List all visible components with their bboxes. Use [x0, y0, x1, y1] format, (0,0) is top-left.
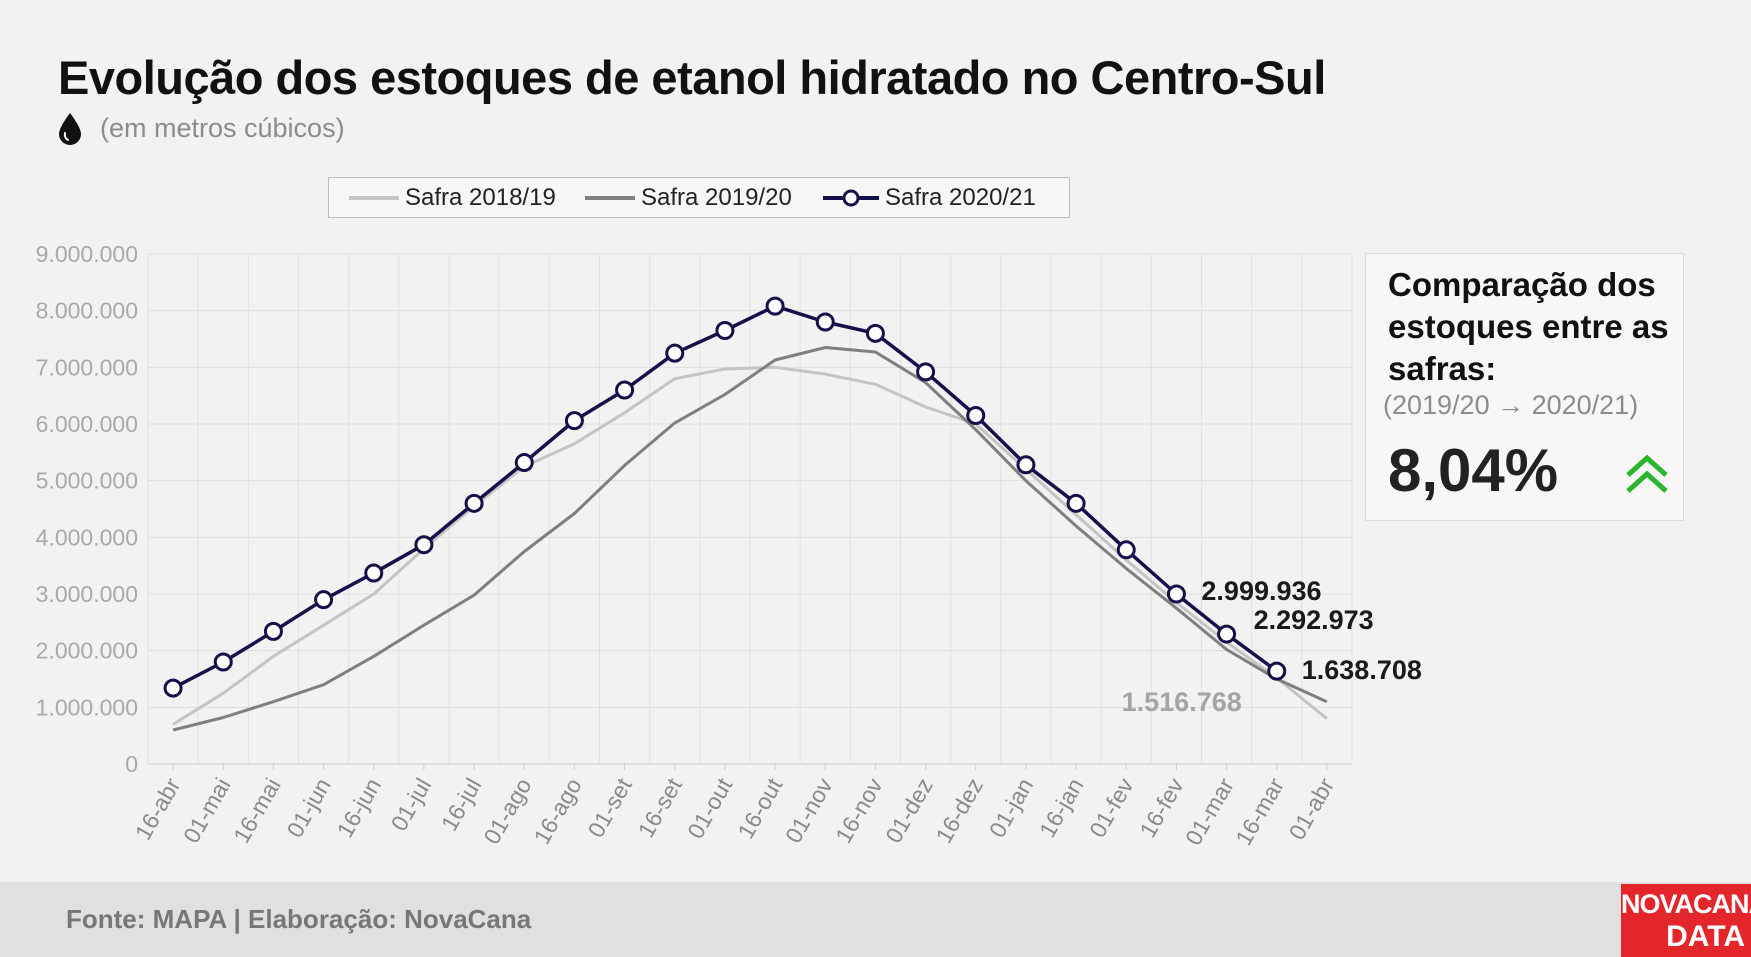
data-point	[1116, 540, 1136, 560]
data-label: 1.516.768	[1122, 687, 1242, 717]
double-chevron-up-icon	[1626, 454, 1668, 493]
x-tick-label: 01-mar	[1180, 773, 1239, 849]
x-tick-label: 01-nov	[780, 773, 838, 847]
data-point	[464, 493, 484, 513]
drop-icon	[59, 113, 81, 145]
data-point	[665, 343, 685, 363]
x-tick-label: 16-jun	[332, 774, 386, 842]
data-point	[966, 406, 986, 425]
legend-label-2020-21: Safra 2020/21	[885, 183, 1036, 211]
legend-label-2018-19: Safra 2018/19	[405, 183, 556, 211]
data-point	[163, 678, 183, 698]
series-line-2	[172, 346, 1328, 732]
comparison-title: Comparação dos estoques entre as safras:	[1388, 266, 1669, 387]
y-tick-label: 6.000.000	[36, 411, 138, 437]
series-line-3	[172, 304, 1278, 690]
chart-subtitle: (em metros cúbicos)	[100, 113, 345, 143]
y-tick-label: 2.000.000	[36, 638, 138, 664]
x-tick-label: 16-nov	[830, 773, 888, 847]
y-tick-label: 8.000.000	[36, 298, 138, 324]
x-tick-label: 16-dez	[930, 774, 988, 848]
data-point	[615, 380, 635, 400]
x-tick-label: 16-mai	[228, 774, 286, 848]
data-point	[715, 321, 735, 340]
data-point	[1016, 455, 1036, 475]
legend-item-2020-21: Safra 2020/21	[823, 178, 1036, 217]
logo-line-1: NOVACANA	[1621, 889, 1751, 919]
y-tick-label: 1.000.000	[36, 694, 138, 720]
chart-title: Evolução dos estoques de etanol hidratad…	[58, 51, 1326, 104]
legend: Safra 2018/19 Safra 2019/20 Safra 2020/2…	[328, 177, 1070, 218]
x-tick-label: 01-out	[682, 773, 737, 843]
data-point	[414, 535, 434, 555]
x-tick-label: 01-mai	[178, 774, 236, 848]
line-chart: 0 1.000.000 2.000.000 3.000.000 4.000.000 5.0…	[36, 241, 1422, 850]
x-tick-label: 01-ago	[478, 774, 536, 849]
x-tick-label: 01-set	[582, 773, 637, 842]
x-tick-label: 16-mar	[1230, 773, 1289, 849]
data-point	[1217, 624, 1237, 644]
x-tick-label: 16-jan	[1034, 774, 1088, 842]
x-tick-label: 16-out	[732, 773, 787, 843]
legend-item-2018-19: Safra 2018/19	[349, 178, 556, 217]
y-tick-label: 5.000.000	[36, 468, 138, 494]
data-point	[865, 323, 885, 343]
x-tick-label: 01-jun	[281, 774, 335, 842]
y-tick-label: 9.000.000	[36, 241, 138, 267]
y-tick-label: 7.000.000	[36, 354, 138, 380]
legend-swatch-2020-21	[823, 189, 879, 206]
data-point	[213, 652, 233, 672]
data-point	[815, 312, 835, 332]
x-tick-label: 01-abr	[1283, 773, 1339, 844]
comparison-box: Comparação dos estoques entre as safras:…	[1365, 253, 1684, 521]
x-tick-label: 01-jul	[386, 774, 437, 836]
series-line-1	[172, 365, 1328, 726]
data-point	[314, 590, 334, 610]
comparison-period: (2019/20 → 2020/21)	[1383, 390, 1639, 420]
data-point	[564, 411, 584, 431]
novacana-data-logo: NOVACANA DATA	[1621, 884, 1751, 957]
legend-label-2019-20: Safra 2019/20	[641, 183, 792, 211]
x-tick-label: 16-jul	[436, 774, 487, 836]
data-point	[1267, 661, 1287, 681]
data-point	[916, 362, 936, 382]
data-point	[1066, 493, 1086, 513]
legend-swatch-2018-19	[349, 195, 399, 200]
x-tick-label: 01-fev	[1084, 773, 1139, 842]
data-point	[765, 296, 785, 316]
data-label: 2.292.973	[1254, 605, 1374, 635]
comparison-value: 8,04%	[1388, 437, 1559, 504]
x-tick-label: 01-jan	[984, 774, 1038, 842]
x-tick-label: 16-ago	[528, 774, 586, 849]
x-tick-label: 16-set	[633, 773, 688, 842]
source-text: Fonte: MAPA | Elaboração: NovaCana	[66, 904, 532, 934]
y-tick-label: 4.000.000	[36, 524, 138, 550]
x-tick-label: 01-dez	[880, 774, 938, 848]
data-point	[364, 563, 384, 583]
footer: Fonte: MAPA | Elaboração: NovaCana	[0, 882, 1751, 957]
y-tick-label: 0	[125, 751, 138, 777]
y-tick-label: 3.000.000	[36, 581, 138, 607]
legend-item-2019-20: Safra 2019/20	[585, 178, 792, 217]
data-point	[514, 453, 534, 473]
data-label: 1.638.708	[1302, 655, 1422, 685]
data-point	[263, 621, 283, 641]
x-tick-label: 16-fev	[1134, 773, 1189, 842]
x-tick-label: 16-abr	[130, 773, 186, 844]
data-label: 2.999.936	[1201, 576, 1321, 606]
data-point	[1166, 584, 1186, 604]
logo-line-2: DATA	[1666, 920, 1745, 953]
legend-swatch-2019-20	[585, 195, 635, 200]
